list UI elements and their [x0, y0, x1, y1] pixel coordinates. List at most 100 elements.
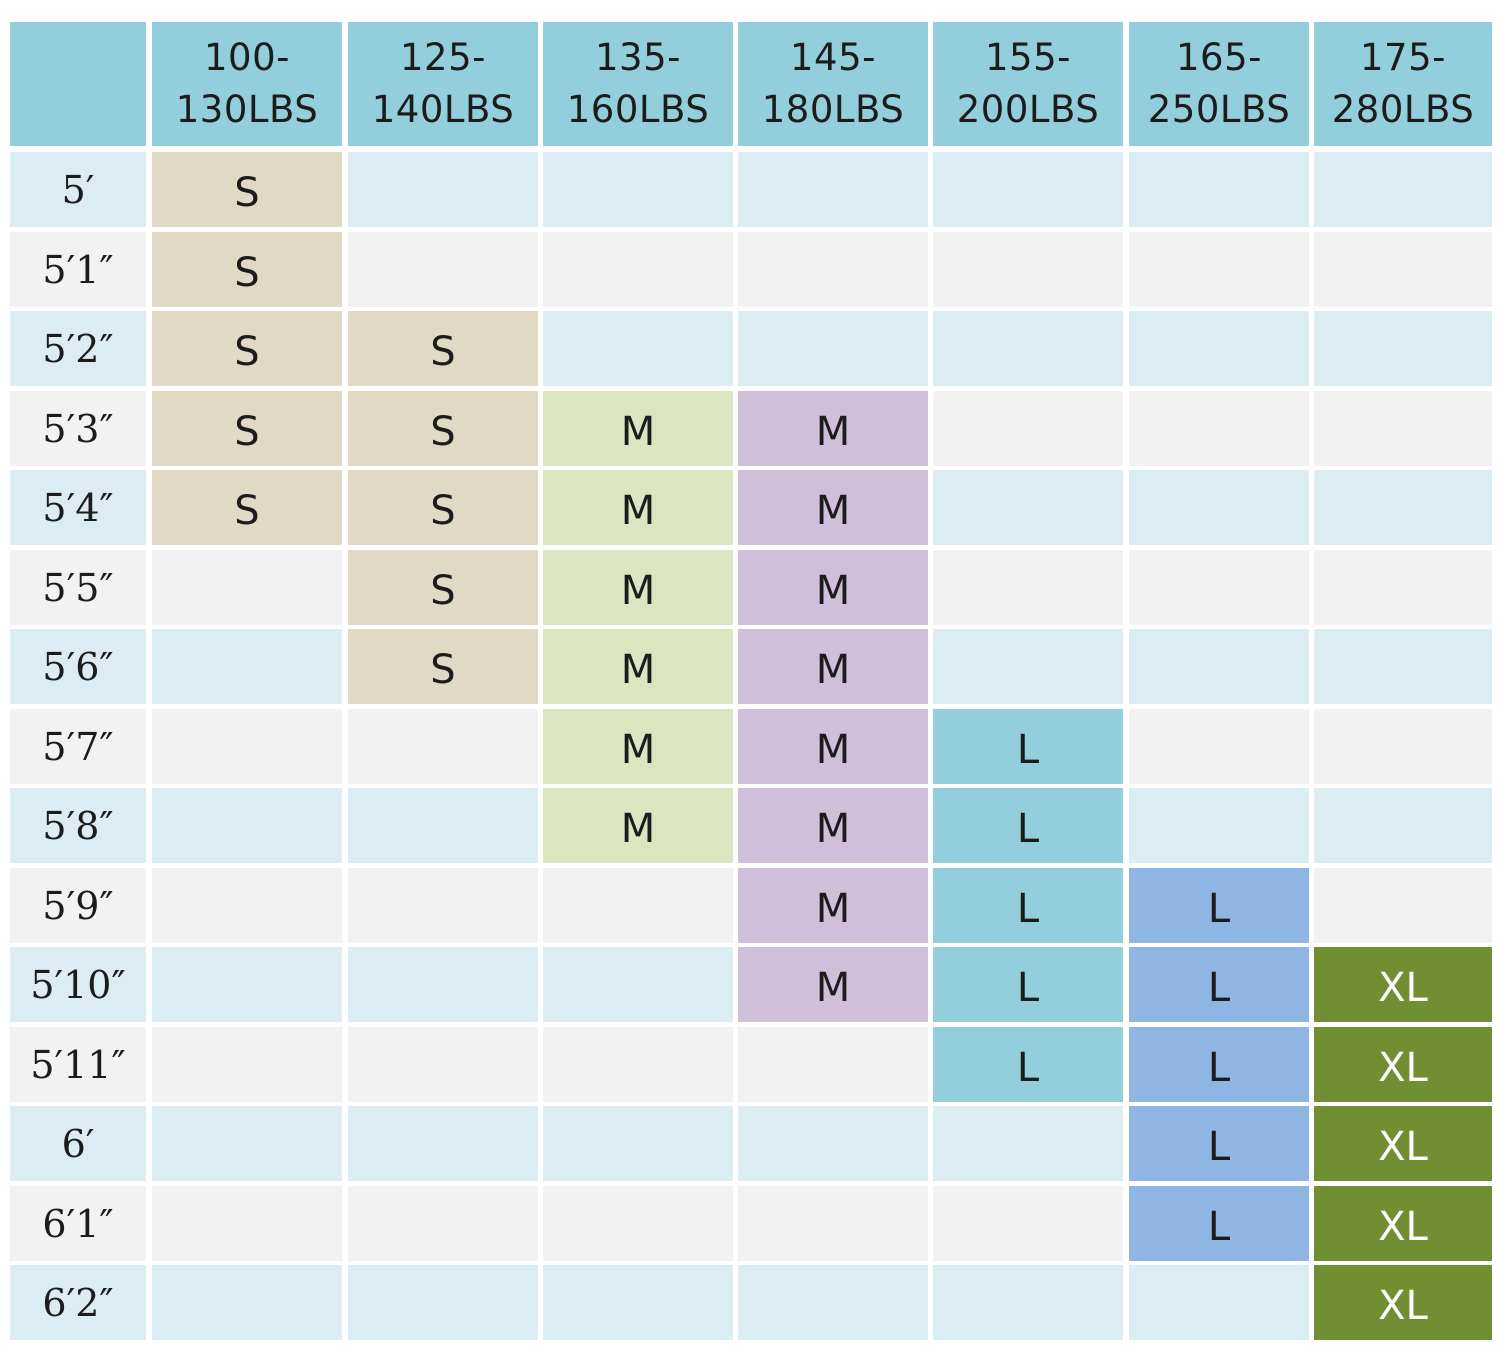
empty-cell	[348, 1186, 538, 1261]
weight-range-from: 175-	[1360, 36, 1446, 79]
size-value: S	[234, 328, 260, 375]
size-cell-s: S	[152, 152, 342, 227]
size-cell-s: S	[348, 311, 538, 386]
empty-cell	[152, 788, 342, 863]
size-value: M	[620, 726, 656, 773]
height-label: 5′9″	[10, 868, 146, 943]
weight-range-to: 200LBS	[956, 88, 1100, 131]
weight-range-from: 145-	[790, 36, 876, 79]
size-value: S	[430, 567, 456, 614]
size-cell-m: M	[543, 470, 733, 545]
size-value: S	[234, 408, 260, 455]
empty-cell	[152, 550, 342, 625]
size-cell-m: M	[543, 709, 733, 784]
height-label: 6′2″	[10, 1265, 146, 1340]
height-label: 5′11″	[10, 1027, 146, 1102]
size-value: L	[1016, 1044, 1040, 1091]
empty-cell	[348, 152, 538, 227]
empty-cell	[738, 152, 928, 227]
size-value: M	[815, 567, 851, 614]
weight-range-from: 100-	[204, 36, 290, 79]
empty-cell	[152, 868, 342, 943]
empty-cell	[1314, 311, 1492, 386]
size-cell-l: L	[1129, 947, 1309, 1022]
empty-cell	[933, 391, 1123, 466]
size-value: M	[620, 408, 656, 455]
weight-range-to: 280LBS	[1331, 88, 1475, 131]
empty-cell	[1314, 550, 1492, 625]
size-value: L	[1207, 1123, 1231, 1170]
size-cell-s: S	[152, 232, 342, 307]
empty-cell	[738, 1106, 928, 1181]
size-cell-l: L	[933, 1027, 1123, 1102]
size-value: XL	[1378, 1123, 1428, 1170]
size-cell-m: M	[738, 788, 928, 863]
size-cell-m: M	[738, 709, 928, 784]
size-value: M	[815, 408, 851, 455]
empty-cell	[152, 947, 342, 1022]
size-value: M	[815, 487, 851, 534]
empty-cell	[738, 1265, 928, 1340]
size-value: S	[234, 249, 260, 296]
size-value: L	[1207, 964, 1231, 1011]
empty-cell	[543, 868, 733, 943]
empty-cell	[1129, 709, 1309, 784]
empty-cell	[738, 311, 928, 386]
size-cell-s: S	[152, 311, 342, 386]
size-value: M	[620, 567, 656, 614]
weight-range-from: 135-	[595, 36, 681, 79]
size-cell-s: S	[348, 391, 538, 466]
weight-range-header: 100- 130LBS	[152, 22, 342, 146]
height-label: 5′2″	[10, 311, 146, 386]
empty-cell	[1129, 470, 1309, 545]
size-value: S	[234, 487, 260, 534]
empty-cell	[933, 550, 1123, 625]
empty-cell	[1129, 311, 1309, 386]
height-label: 6′1″	[10, 1186, 146, 1261]
height-label: 5′7″	[10, 709, 146, 784]
size-cell-l: L	[933, 947, 1123, 1022]
empty-cell	[933, 1186, 1123, 1261]
weight-range-header: 135- 160LBS	[543, 22, 733, 146]
empty-cell	[543, 232, 733, 307]
empty-cell	[1129, 788, 1309, 863]
size-value: S	[430, 408, 456, 455]
weight-range-header: 145- 180LBS	[738, 22, 928, 146]
weight-range-header: 175- 280LBS	[1314, 22, 1492, 146]
size-value: L	[1207, 1044, 1231, 1091]
height-label: 5′6″	[10, 629, 146, 704]
size-value: L	[1016, 726, 1040, 773]
empty-cell	[152, 1027, 342, 1102]
empty-cell	[152, 629, 342, 704]
height-label: 5′10″	[10, 947, 146, 1022]
empty-cell	[933, 232, 1123, 307]
size-cell-s: S	[348, 629, 538, 704]
empty-cell	[152, 1106, 342, 1181]
size-cell-s: S	[152, 470, 342, 545]
size-cell-l: L	[1129, 1106, 1309, 1181]
size-cell-xl: XL	[1314, 1106, 1492, 1181]
weight-range-to: 180LBS	[761, 88, 905, 131]
size-value: M	[620, 805, 656, 852]
size-cell-l: L	[1129, 1186, 1309, 1261]
empty-cell	[348, 868, 538, 943]
height-label: 5′4″	[10, 470, 146, 545]
empty-cell	[933, 470, 1123, 545]
empty-cell	[348, 1265, 538, 1340]
size-value: XL	[1378, 1044, 1428, 1091]
empty-cell	[1314, 868, 1492, 943]
size-value: S	[234, 169, 260, 216]
size-value: L	[1207, 885, 1231, 932]
empty-cell	[1314, 152, 1492, 227]
weight-range-from: 155-	[985, 36, 1071, 79]
empty-cell	[933, 152, 1123, 227]
empty-cell	[543, 1027, 733, 1102]
size-value: S	[430, 487, 456, 534]
empty-cell	[1314, 391, 1492, 466]
size-value: XL	[1378, 1203, 1428, 1250]
size-cell-l: L	[933, 709, 1123, 784]
empty-cell	[1314, 629, 1492, 704]
empty-cell	[1129, 1265, 1309, 1340]
empty-cell	[1314, 788, 1492, 863]
size-cell-xl: XL	[1314, 1027, 1492, 1102]
